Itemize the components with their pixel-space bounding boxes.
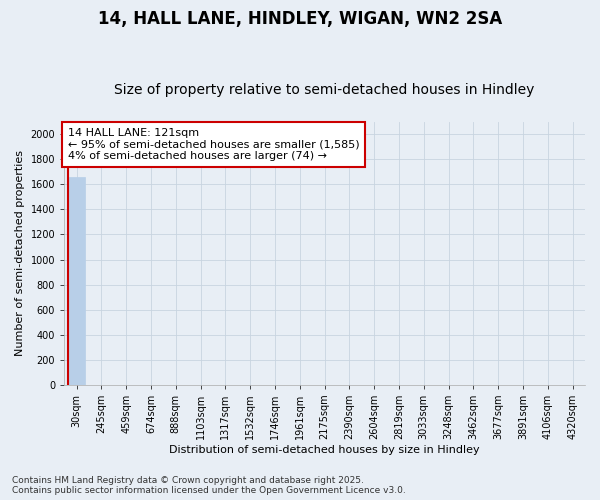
X-axis label: Distribution of semi-detached houses by size in Hindley: Distribution of semi-detached houses by … — [169, 445, 480, 455]
Text: Contains HM Land Registry data © Crown copyright and database right 2025.
Contai: Contains HM Land Registry data © Crown c… — [12, 476, 406, 495]
Text: 14, HALL LANE, HINDLEY, WIGAN, WN2 2SA: 14, HALL LANE, HINDLEY, WIGAN, WN2 2SA — [98, 10, 502, 28]
Bar — [68, 177, 85, 385]
Title: Size of property relative to semi-detached houses in Hindley: Size of property relative to semi-detach… — [115, 83, 535, 97]
Y-axis label: Number of semi-detached properties: Number of semi-detached properties — [15, 150, 25, 356]
Text: 14 HALL LANE: 121sqm
← 95% of semi-detached houses are smaller (1,585)
4% of sem: 14 HALL LANE: 121sqm ← 95% of semi-detac… — [68, 128, 359, 161]
